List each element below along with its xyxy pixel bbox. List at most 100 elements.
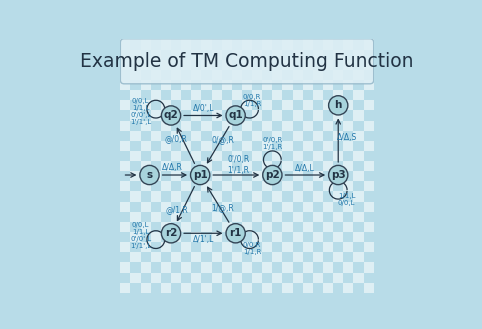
Bar xyxy=(272,111,282,120)
Bar xyxy=(222,263,232,272)
Bar xyxy=(303,283,313,293)
Bar xyxy=(374,70,384,80)
Bar xyxy=(343,242,353,252)
Bar xyxy=(313,191,323,202)
Bar xyxy=(374,131,384,141)
Bar xyxy=(120,283,131,293)
Bar xyxy=(191,171,201,181)
Text: 0/0,L
1/1,L
0'/0',L
1'/1',L: 0/0,L 1/1,L 0'/0',L 1'/1',L xyxy=(130,98,151,125)
Bar xyxy=(333,232,343,242)
Circle shape xyxy=(263,165,282,185)
Bar xyxy=(141,263,151,272)
Bar xyxy=(363,80,374,90)
Bar xyxy=(252,252,262,263)
Bar xyxy=(120,39,131,50)
Bar xyxy=(161,80,171,90)
Bar xyxy=(120,100,131,111)
Text: 0/0,R
1/1,R: 0/0,R 1/1,R xyxy=(243,94,261,107)
Bar xyxy=(343,161,353,171)
Bar xyxy=(232,50,242,60)
Bar xyxy=(323,120,333,131)
Bar xyxy=(242,242,252,252)
Bar xyxy=(181,80,191,90)
Bar xyxy=(363,39,374,50)
Bar xyxy=(303,100,313,111)
Bar xyxy=(343,141,353,151)
Text: Δ/Δ,S: Δ/Δ,S xyxy=(336,133,357,142)
Bar xyxy=(262,283,272,293)
FancyBboxPatch shape xyxy=(120,39,374,84)
Bar xyxy=(293,151,303,161)
Bar xyxy=(181,283,191,293)
Bar xyxy=(272,212,282,222)
Bar xyxy=(232,151,242,161)
Bar xyxy=(161,202,171,212)
Bar xyxy=(181,222,191,232)
Bar xyxy=(181,181,191,191)
Bar xyxy=(232,232,242,242)
Bar xyxy=(141,161,151,171)
Bar xyxy=(252,50,262,60)
Bar xyxy=(323,141,333,151)
Text: @/0,R: @/0,R xyxy=(164,134,187,143)
Bar xyxy=(272,50,282,60)
Bar xyxy=(252,212,262,222)
Bar xyxy=(313,131,323,141)
Bar xyxy=(201,202,212,212)
Bar xyxy=(272,272,282,283)
Bar xyxy=(201,161,212,171)
Bar xyxy=(151,151,161,161)
Bar xyxy=(353,131,363,141)
Bar xyxy=(272,151,282,161)
Bar xyxy=(252,90,262,100)
Bar xyxy=(374,29,384,39)
Bar xyxy=(151,90,161,100)
Bar xyxy=(252,131,262,141)
Bar xyxy=(222,100,232,111)
Bar xyxy=(201,263,212,272)
Bar xyxy=(303,80,313,90)
Bar xyxy=(232,90,242,100)
Bar xyxy=(120,80,131,90)
Bar xyxy=(262,100,272,111)
Bar xyxy=(343,100,353,111)
Bar xyxy=(353,272,363,283)
Bar xyxy=(191,29,201,39)
Bar xyxy=(262,181,272,191)
Bar xyxy=(272,171,282,181)
Bar xyxy=(343,60,353,70)
Bar xyxy=(323,283,333,293)
Bar xyxy=(363,181,374,191)
Bar xyxy=(151,131,161,141)
Bar xyxy=(313,111,323,120)
Bar xyxy=(293,90,303,100)
Bar xyxy=(282,141,293,151)
Bar xyxy=(363,222,374,232)
Bar xyxy=(303,60,313,70)
Bar xyxy=(171,70,181,80)
Bar xyxy=(161,222,171,232)
Bar xyxy=(313,90,323,100)
Bar xyxy=(272,232,282,242)
Bar xyxy=(222,242,232,252)
Bar xyxy=(212,50,222,60)
Bar xyxy=(293,111,303,120)
Bar xyxy=(232,191,242,202)
Bar xyxy=(282,120,293,131)
Bar xyxy=(374,171,384,181)
Bar xyxy=(313,232,323,242)
Bar xyxy=(272,131,282,141)
Bar xyxy=(363,242,374,252)
Bar xyxy=(171,151,181,161)
Bar xyxy=(353,191,363,202)
Bar xyxy=(323,100,333,111)
Bar xyxy=(323,181,333,191)
Bar xyxy=(181,39,191,50)
Bar xyxy=(333,50,343,60)
Bar xyxy=(374,272,384,283)
Bar xyxy=(191,151,201,161)
Bar xyxy=(363,141,374,151)
Bar xyxy=(171,90,181,100)
Bar xyxy=(262,39,272,50)
Bar xyxy=(222,120,232,131)
